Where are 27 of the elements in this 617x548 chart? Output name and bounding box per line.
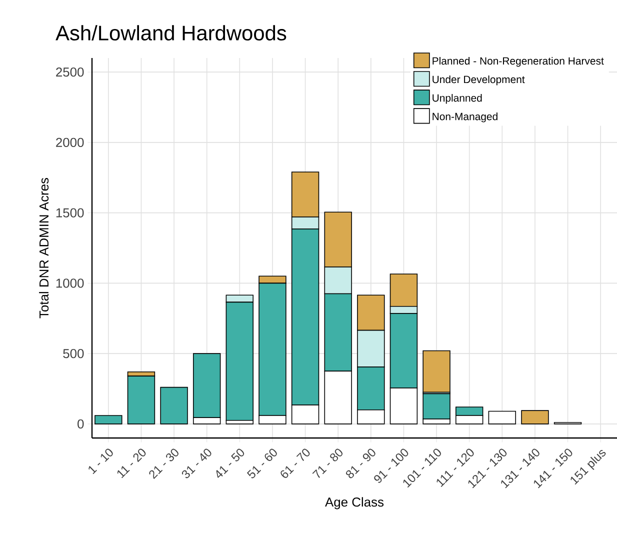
- legend-label: Under Development: [432, 75, 525, 86]
- y-tick-label: 2000: [56, 138, 84, 148]
- bar: [488, 410, 516, 424]
- bar: [94, 415, 122, 424]
- y-tick-label: 0: [78, 419, 84, 429]
- legend-label: Planned - Non-Regeneration Harvest: [432, 56, 604, 67]
- x-tick-label: 31 - 40: [182, 448, 212, 478]
- x-tick-label: 81 - 90: [346, 448, 376, 478]
- y-tick-label: 1000: [56, 278, 84, 288]
- y-tick-label: 1500: [56, 208, 84, 218]
- y-tick-label: 2500: [56, 67, 84, 77]
- x-axis-title: Age Class: [325, 497, 384, 510]
- legend-label: Unplanned: [432, 94, 482, 104]
- bar: [160, 386, 188, 424]
- x-tick-label: 21 - 30: [149, 448, 178, 480]
- x-tick-label: 1 - 10: [88, 448, 113, 474]
- y-axis-title: Total DNR ADMIN Acres: [39, 178, 49, 318]
- x-tick-label: 41 - 50: [216, 448, 244, 478]
- bar: [127, 376, 156, 424]
- x-tick-label: 11 - 20: [117, 448, 146, 478]
- legend-label: Non-Managed: [432, 112, 498, 122]
- y-tick-label: 500: [63, 348, 84, 358]
- x-tick-label: 51 - 60: [246, 448, 277, 478]
- bar: [521, 410, 549, 424]
- x-tick-label: 71 - 80: [312, 448, 343, 478]
- chart-title: Ash/Lowland Hardwoods: [56, 25, 286, 40]
- x-tick-label: 61 - 70: [280, 448, 310, 478]
